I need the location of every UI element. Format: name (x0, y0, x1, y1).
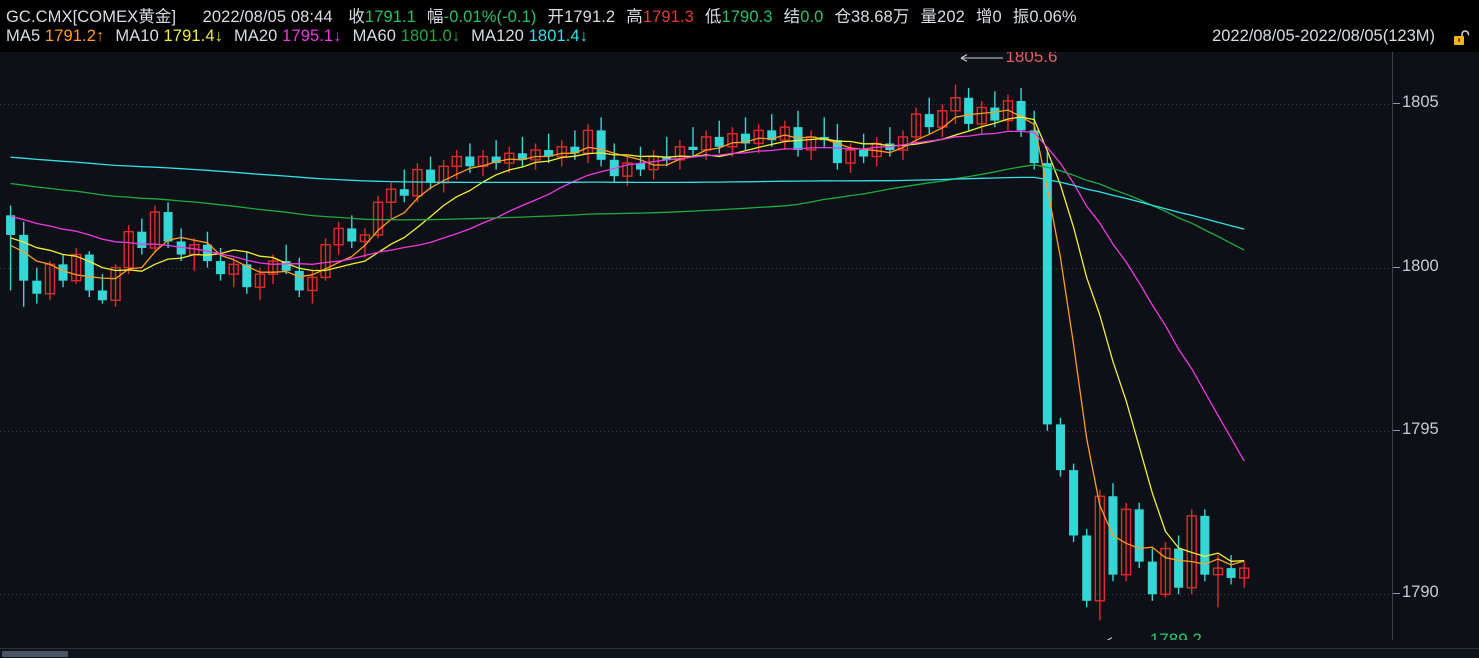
tick-dash (1393, 429, 1400, 431)
ma-value-MA120: 1801.4↓ (528, 27, 589, 45)
quote-header: GC.CMX[COMEX黄金] 2022/08/05 08:44 收1791.1… (0, 0, 1479, 52)
quote-field-value-增: 0 (992, 8, 1002, 26)
price-chart-plot[interactable]: 1805.6 1789.2 (0, 52, 1392, 640)
price-tick-label: 1795 (1402, 419, 1439, 438)
period-low-annotation: 1789.2 (1104, 630, 1202, 640)
ma-label-MA60: MA60 (352, 27, 401, 45)
quote-field-label-结: 结 (783, 8, 801, 26)
gridline-1800 (0, 268, 1392, 269)
quote-field-label-低: 低 (704, 8, 722, 26)
datetime-label: 2022/08/05 08:44 (202, 8, 333, 26)
price-tick-label: 1790 (1402, 583, 1439, 602)
quote-summary-row: GC.CMX[COMEX黄金] 2022/08/05 08:44 收1791.1… (6, 3, 1077, 27)
period-high-value: 1805.6 (1005, 52, 1058, 66)
quote-field-value-幅: -0.01%(-0.1) (443, 8, 537, 26)
symbol-label[interactable]: GC.CMX[COMEX黄金] (6, 8, 177, 26)
ma-label-MA5: MA5 (6, 27, 45, 45)
quote-field-label-收: 收 (348, 8, 365, 26)
price-tick-label: 1800 (1402, 256, 1439, 275)
price-axis[interactable]: 1805 1800 1795 1790 (1392, 52, 1479, 640)
quote-field-label-量: 量 (920, 8, 938, 26)
quote-field-label-幅: 幅 (427, 8, 444, 26)
ma-label-MA120: MA120 (471, 27, 529, 45)
quote-field-value-开: 1791.2 (564, 8, 616, 26)
quote-field-label-振: 振 (1012, 8, 1030, 26)
gridline-1795 (0, 431, 1392, 432)
horizontal-scrollbar-thumb[interactable] (2, 651, 68, 657)
ma-label-MA10: MA10 (115, 27, 164, 45)
quote-field-value-结: 0.0 (800, 8, 824, 26)
ma-value-MA5: 1791.2↑ (44, 27, 105, 45)
quote-field-value-仓: 38.68万 (851, 8, 910, 26)
horizontal-scrollbar-track[interactable] (0, 648, 1479, 658)
period-high-annotation: 1805.6 (959, 52, 1057, 67)
ma-summary-row: MA5 1791.2↑ MA10 1791.4↓ MA20 1795.1↓ MA60 … (6, 27, 588, 46)
ma-value-MA20: 1795.1↓ (282, 27, 342, 45)
quote-field-label-增: 增 (975, 8, 993, 26)
quote-field-label-高: 高 (626, 8, 643, 26)
gridline-1790 (0, 594, 1392, 595)
ma-value-MA10: 1791.4↓ (163, 27, 223, 45)
high-arrow-icon (961, 53, 1004, 62)
period-low-value: 1789.2 (1149, 630, 1202, 640)
quote-field-value-振: 0.06% (1029, 8, 1077, 26)
candlestick-canvas (6, 84, 1250, 621)
ma-value-MA60: 1801.0↓ (400, 27, 461, 45)
gridline-1805 (0, 104, 1392, 105)
date-range-label: 2022/08/05-2022/08/05(123M) (1212, 27, 1435, 45)
tick-dash (1393, 103, 1400, 105)
ma-label-MA20: MA20 (233, 27, 283, 45)
quote-field-value-收: 1791.1 (364, 8, 416, 26)
quote-field-label-仓: 仓 (834, 8, 852, 26)
quote-field-value-低: 1790.3 (721, 8, 773, 26)
low-arrow-icon (1107, 637, 1113, 640)
unlocked-padlock-icon[interactable] (1452, 30, 1471, 47)
quote-field-label-开: 开 (547, 8, 565, 26)
tick-dash (1393, 266, 1400, 268)
quote-field-value-量: 202 (937, 8, 965, 26)
price-tick-label: 1805 (1402, 93, 1439, 112)
quote-field-value-高: 1791.3 (642, 8, 694, 26)
tick-dash (1393, 593, 1400, 595)
